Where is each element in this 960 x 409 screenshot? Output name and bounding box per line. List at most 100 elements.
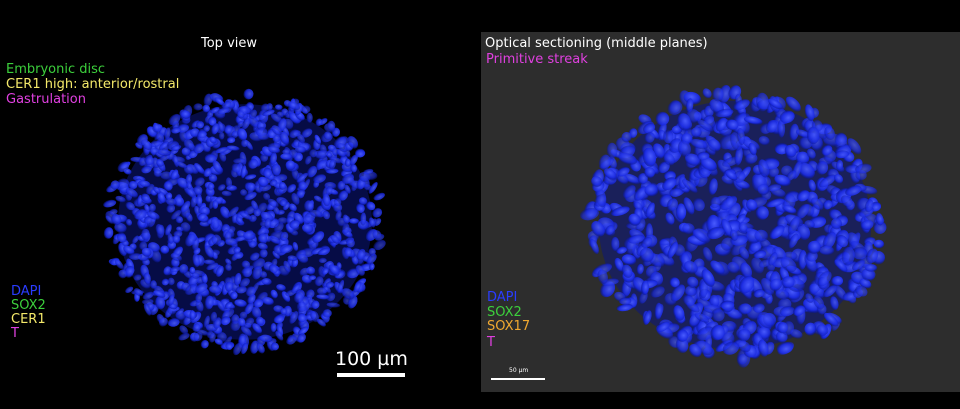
cell	[239, 212, 253, 221]
cell	[743, 116, 763, 125]
cell	[351, 255, 359, 265]
cell	[170, 253, 182, 262]
cell	[251, 200, 259, 211]
cell	[835, 159, 844, 171]
cell	[644, 132, 655, 143]
cell	[279, 199, 287, 207]
scale-label: 50 µm	[509, 367, 529, 374]
cell	[179, 264, 189, 274]
cell	[715, 108, 734, 118]
cell	[186, 187, 197, 199]
cell	[831, 276, 844, 287]
cell	[700, 157, 717, 172]
cell	[622, 184, 636, 199]
cell	[178, 332, 190, 341]
legend-item: DAPI	[487, 290, 518, 305]
cell	[214, 338, 223, 346]
cell	[206, 262, 219, 271]
cell	[240, 139, 249, 148]
cell	[621, 254, 637, 266]
cell	[257, 242, 268, 250]
cell	[212, 200, 219, 210]
cell	[737, 353, 748, 365]
cell	[622, 173, 641, 185]
cell	[273, 244, 282, 254]
cell	[306, 266, 316, 275]
cell	[317, 247, 330, 255]
cell	[598, 154, 611, 171]
cell	[316, 318, 326, 327]
legend-item: CER1	[11, 312, 46, 327]
cell	[299, 267, 309, 277]
cell	[685, 285, 697, 297]
cell	[729, 229, 738, 241]
cell	[665, 212, 675, 225]
cell	[179, 325, 189, 335]
cell	[141, 165, 152, 174]
cell	[804, 322, 817, 336]
cell	[231, 163, 241, 173]
cell	[823, 199, 833, 210]
cell	[158, 317, 168, 327]
cell	[325, 186, 333, 196]
cell	[276, 284, 286, 291]
cell	[358, 171, 371, 183]
cell	[372, 230, 382, 240]
cell	[302, 215, 315, 225]
cell	[798, 250, 807, 270]
cell	[233, 251, 244, 259]
cell	[755, 206, 769, 220]
cell	[288, 203, 297, 212]
cell	[247, 293, 256, 304]
legend-item: T	[487, 335, 495, 350]
cell	[114, 222, 127, 233]
cell	[219, 152, 227, 162]
cell	[333, 198, 342, 206]
cell	[864, 264, 878, 272]
cell	[636, 263, 644, 275]
cell	[141, 228, 150, 241]
cell	[231, 130, 239, 139]
cell	[158, 153, 171, 162]
cell	[153, 186, 161, 194]
cell	[721, 218, 733, 237]
cell	[758, 159, 770, 178]
cell	[314, 276, 324, 287]
cell	[349, 154, 358, 166]
cell	[686, 276, 699, 288]
cell	[346, 238, 355, 248]
cell	[225, 263, 232, 272]
cell	[252, 257, 265, 270]
cell	[341, 173, 354, 184]
cell	[244, 191, 257, 201]
cell	[291, 283, 301, 293]
cell	[313, 195, 323, 203]
cell	[671, 125, 683, 135]
cell	[753, 250, 767, 259]
cell	[270, 342, 279, 351]
cell	[109, 208, 118, 215]
cell	[833, 174, 844, 184]
cell	[690, 139, 709, 150]
cell	[170, 127, 181, 134]
cell	[232, 342, 242, 356]
cell	[356, 248, 366, 261]
cell	[748, 142, 757, 156]
cell	[270, 289, 278, 299]
cell	[835, 150, 850, 159]
cell	[273, 314, 285, 324]
cell	[257, 226, 267, 236]
cell	[787, 216, 800, 235]
cell	[785, 96, 801, 112]
cell	[239, 311, 248, 320]
cell	[263, 167, 273, 178]
cell	[103, 227, 114, 239]
annotation: CER1 high: anterior/rostral	[6, 77, 180, 92]
cell	[287, 101, 301, 111]
cell	[344, 246, 353, 257]
cell	[847, 138, 862, 155]
cell	[240, 165, 247, 179]
cell	[306, 165, 318, 178]
cell	[306, 112, 313, 123]
cell	[765, 120, 778, 133]
